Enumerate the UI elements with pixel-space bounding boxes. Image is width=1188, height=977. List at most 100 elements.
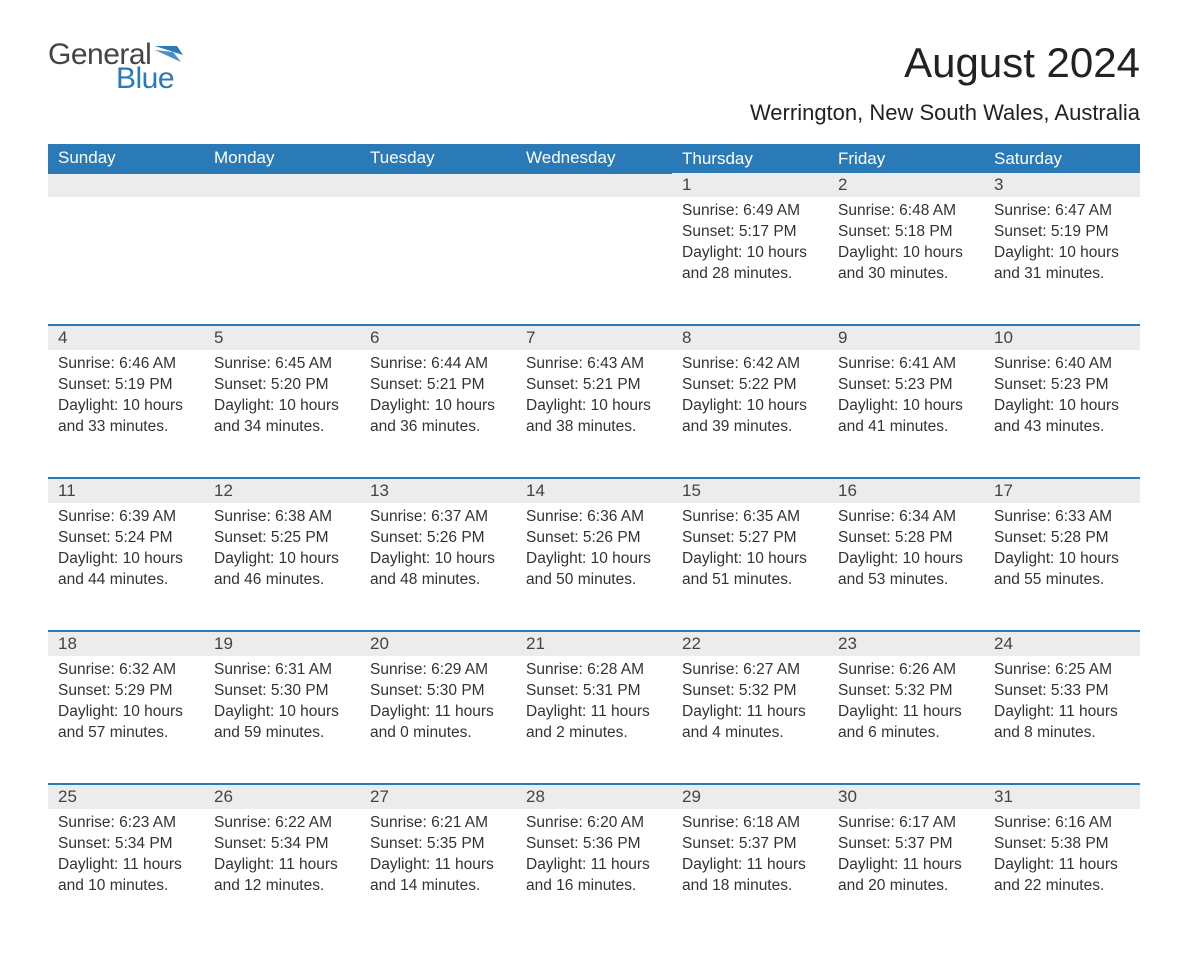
sunset-line: Sunset: 5:27 PM (682, 528, 818, 549)
location-label: Werrington, New South Wales, Australia (750, 100, 1140, 126)
day-number-cell (204, 173, 360, 197)
daylight-line: Daylight: 10 hours and 48 minutes. (370, 549, 506, 591)
sunset-line: Sunset: 5:38 PM (994, 834, 1130, 855)
day-content-cell: Sunrise: 6:35 AMSunset: 5:27 PMDaylight:… (672, 503, 828, 631)
sunset-line: Sunset: 5:24 PM (58, 528, 194, 549)
daylight-line: Daylight: 10 hours and 46 minutes. (214, 549, 350, 591)
day-content-cell: Sunrise: 6:44 AMSunset: 5:21 PMDaylight:… (360, 350, 516, 478)
sunset-line: Sunset: 5:26 PM (526, 528, 662, 549)
sunrise-line: Sunrise: 6:23 AM (58, 813, 194, 834)
daylight-line: Daylight: 10 hours and 30 minutes. (838, 243, 974, 285)
daylight-line: Daylight: 11 hours and 4 minutes. (682, 702, 818, 744)
sunrise-line: Sunrise: 6:38 AM (214, 507, 350, 528)
sunrise-line: Sunrise: 6:26 AM (838, 660, 974, 681)
sunset-line: Sunset: 5:34 PM (214, 834, 350, 855)
daylight-line: Daylight: 10 hours and 55 minutes. (994, 549, 1130, 591)
calendar-table: SundayMondayTuesdayWednesdayThursdayFrid… (48, 144, 1140, 937)
day-content-cell: Sunrise: 6:45 AMSunset: 5:20 PMDaylight:… (204, 350, 360, 478)
day-content-cell: Sunrise: 6:34 AMSunset: 5:28 PMDaylight:… (828, 503, 984, 631)
daylight-line: Daylight: 11 hours and 6 minutes. (838, 702, 974, 744)
daylight-line: Daylight: 10 hours and 34 minutes. (214, 396, 350, 438)
sunset-line: Sunset: 5:20 PM (214, 375, 350, 396)
daylight-line: Daylight: 11 hours and 12 minutes. (214, 855, 350, 897)
day-number-cell: 24 (984, 631, 1140, 656)
sunset-line: Sunset: 5:36 PM (526, 834, 662, 855)
sunset-line: Sunset: 5:19 PM (58, 375, 194, 396)
day-content-cell: Sunrise: 6:31 AMSunset: 5:30 PMDaylight:… (204, 656, 360, 784)
sunrise-line: Sunrise: 6:46 AM (58, 354, 194, 375)
sunset-line: Sunset: 5:21 PM (370, 375, 506, 396)
daylight-line: Daylight: 11 hours and 14 minutes. (370, 855, 506, 897)
daylight-line: Daylight: 10 hours and 36 minutes. (370, 396, 506, 438)
day-number-cell: 19 (204, 631, 360, 656)
sunset-line: Sunset: 5:25 PM (214, 528, 350, 549)
day-content-cell: Sunrise: 6:38 AMSunset: 5:25 PMDaylight:… (204, 503, 360, 631)
day-content-cell: Sunrise: 6:37 AMSunset: 5:26 PMDaylight:… (360, 503, 516, 631)
sunrise-line: Sunrise: 6:48 AM (838, 201, 974, 222)
daylight-line: Daylight: 11 hours and 18 minutes. (682, 855, 818, 897)
day-number-cell: 13 (360, 478, 516, 503)
day-number-cell: 9 (828, 325, 984, 350)
day-content-cell: Sunrise: 6:49 AMSunset: 5:17 PMDaylight:… (672, 197, 828, 325)
day-content-cell: Sunrise: 6:40 AMSunset: 5:23 PMDaylight:… (984, 350, 1140, 478)
sunrise-line: Sunrise: 6:42 AM (682, 354, 818, 375)
sunrise-line: Sunrise: 6:29 AM (370, 660, 506, 681)
day-header: Tuesday (360, 144, 516, 173)
day-number-cell: 22 (672, 631, 828, 656)
daylight-line: Daylight: 10 hours and 39 minutes. (682, 396, 818, 438)
sunrise-line: Sunrise: 6:39 AM (58, 507, 194, 528)
day-number-cell: 18 (48, 631, 204, 656)
daylight-line: Daylight: 11 hours and 20 minutes. (838, 855, 974, 897)
sunrise-line: Sunrise: 6:22 AM (214, 813, 350, 834)
day-content-cell: Sunrise: 6:26 AMSunset: 5:32 PMDaylight:… (828, 656, 984, 784)
sunset-line: Sunset: 5:33 PM (994, 681, 1130, 702)
daylight-line: Daylight: 10 hours and 33 minutes. (58, 396, 194, 438)
sunrise-line: Sunrise: 6:18 AM (682, 813, 818, 834)
day-content-cell: Sunrise: 6:33 AMSunset: 5:28 PMDaylight:… (984, 503, 1140, 631)
daylight-line: Daylight: 10 hours and 53 minutes. (838, 549, 974, 591)
sunrise-line: Sunrise: 6:47 AM (994, 201, 1130, 222)
day-content-cell: Sunrise: 6:28 AMSunset: 5:31 PMDaylight:… (516, 656, 672, 784)
day-content-cell: Sunrise: 6:39 AMSunset: 5:24 PMDaylight:… (48, 503, 204, 631)
day-number-cell: 1 (672, 173, 828, 197)
sunrise-line: Sunrise: 6:44 AM (370, 354, 506, 375)
logo: General Blue (48, 40, 183, 94)
sunset-line: Sunset: 5:22 PM (682, 375, 818, 396)
day-number-cell: 2 (828, 173, 984, 197)
day-number-cell: 17 (984, 478, 1140, 503)
daylight-line: Daylight: 10 hours and 38 minutes. (526, 396, 662, 438)
sunrise-line: Sunrise: 6:34 AM (838, 507, 974, 528)
sunrise-line: Sunrise: 6:43 AM (526, 354, 662, 375)
day-number-cell: 14 (516, 478, 672, 503)
daylight-line: Daylight: 10 hours and 28 minutes. (682, 243, 818, 285)
sunset-line: Sunset: 5:35 PM (370, 834, 506, 855)
sunset-line: Sunset: 5:30 PM (214, 681, 350, 702)
day-content-cell (48, 197, 204, 325)
day-content-cell (204, 197, 360, 325)
sunset-line: Sunset: 5:32 PM (682, 681, 818, 702)
day-content-cell: Sunrise: 6:29 AMSunset: 5:30 PMDaylight:… (360, 656, 516, 784)
daylight-line: Daylight: 10 hours and 43 minutes. (994, 396, 1130, 438)
day-number-cell: 25 (48, 784, 204, 809)
day-header: Sunday (48, 144, 204, 173)
sunset-line: Sunset: 5:31 PM (526, 681, 662, 702)
sunset-line: Sunset: 5:28 PM (994, 528, 1130, 549)
day-number-cell: 7 (516, 325, 672, 350)
sunset-line: Sunset: 5:29 PM (58, 681, 194, 702)
day-number-cell: 8 (672, 325, 828, 350)
sunrise-line: Sunrise: 6:45 AM (214, 354, 350, 375)
sunrise-line: Sunrise: 6:35 AM (682, 507, 818, 528)
day-number-cell: 20 (360, 631, 516, 656)
sunrise-line: Sunrise: 6:40 AM (994, 354, 1130, 375)
sunrise-line: Sunrise: 6:28 AM (526, 660, 662, 681)
sunrise-line: Sunrise: 6:21 AM (370, 813, 506, 834)
daylight-line: Daylight: 10 hours and 41 minutes. (838, 396, 974, 438)
sunrise-line: Sunrise: 6:41 AM (838, 354, 974, 375)
sunset-line: Sunset: 5:37 PM (682, 834, 818, 855)
sunrise-line: Sunrise: 6:25 AM (994, 660, 1130, 681)
month-title: August 2024 (750, 40, 1140, 86)
day-number-cell: 30 (828, 784, 984, 809)
header: General Blue August 2024 Werrington, New… (48, 40, 1140, 136)
day-content-cell: Sunrise: 6:46 AMSunset: 5:19 PMDaylight:… (48, 350, 204, 478)
sunset-line: Sunset: 5:26 PM (370, 528, 506, 549)
